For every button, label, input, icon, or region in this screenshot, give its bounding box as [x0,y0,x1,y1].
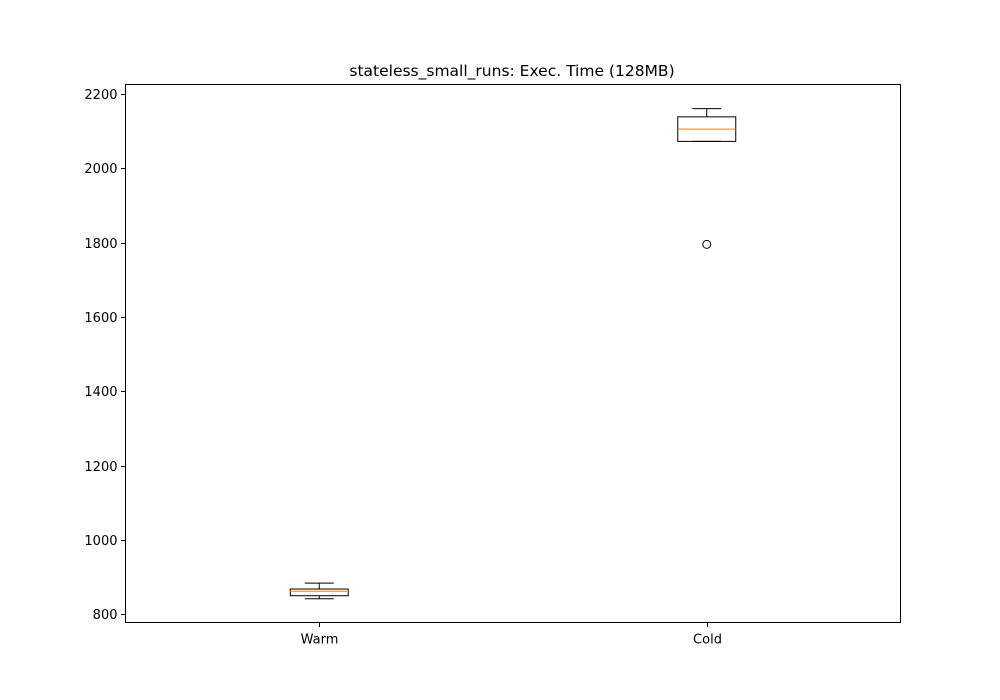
chart-title: stateless_small_runs: Exec. Time (128MB) [349,62,674,81]
axes-frame [125,84,901,623]
y-tick-label: 800 [93,608,118,623]
y-tick-label: 2000 [84,162,117,177]
x-tick-label-cold: Cold [693,633,722,648]
x-tick-label-warm: Warm [301,633,339,648]
plot-area: 800 1000 1200 1400 1600 1800 2000 2200 Warm Cold [84,88,737,648]
y-tick-label: 1600 [84,311,117,326]
y-tick-label: 1800 [84,237,117,252]
y-tick-label: 2200 [84,88,117,103]
y-tick-label: 1200 [84,460,117,475]
outlier-point-cold [702,239,712,249]
y-tick-label: 1400 [84,385,117,400]
y-tick-label: 1000 [84,534,117,549]
box-warm [289,588,349,597]
